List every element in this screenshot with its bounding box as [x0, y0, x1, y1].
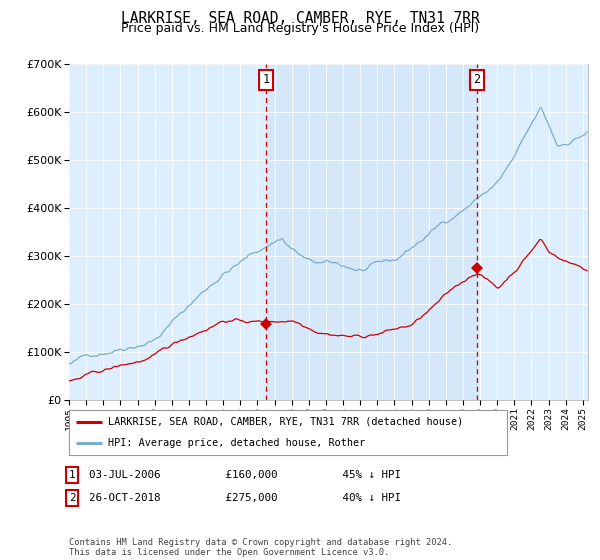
Text: LARKRISE, SEA ROAD, CAMBER, RYE, TN31 7RR (detached house): LARKRISE, SEA ROAD, CAMBER, RYE, TN31 7R…	[109, 417, 464, 427]
Text: 2: 2	[69, 493, 75, 503]
Text: LARKRISE, SEA ROAD, CAMBER, RYE, TN31 7RR: LARKRISE, SEA ROAD, CAMBER, RYE, TN31 7R…	[121, 11, 479, 26]
Text: HPI: Average price, detached house, Rother: HPI: Average price, detached house, Roth…	[109, 438, 365, 448]
Text: 1: 1	[69, 470, 75, 480]
Text: 03-JUL-2006          £160,000          45% ↓ HPI: 03-JUL-2006 £160,000 45% ↓ HPI	[89, 470, 401, 480]
Text: 26-OCT-2018          £275,000          40% ↓ HPI: 26-OCT-2018 £275,000 40% ↓ HPI	[89, 493, 401, 503]
Bar	[266, 64, 477, 400]
Text: Contains HM Land Registry data © Crown copyright and database right 2024.
This d: Contains HM Land Registry data © Crown c…	[69, 538, 452, 557]
Text: 2: 2	[473, 73, 481, 86]
Text: Price paid vs. HM Land Registry's House Price Index (HPI): Price paid vs. HM Land Registry's House …	[121, 22, 479, 35]
Text: 1: 1	[262, 73, 269, 86]
